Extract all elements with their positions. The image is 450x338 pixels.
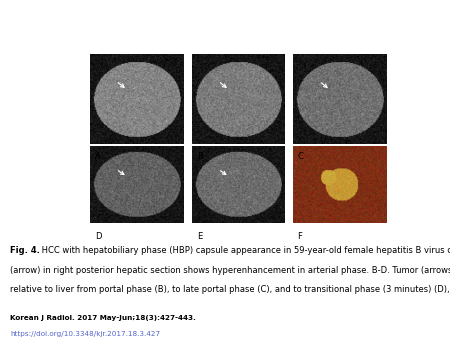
Text: relative to liver from portal phase (B), to late portal phase (C), and to transi: relative to liver from portal phase (B),…	[10, 285, 450, 294]
Text: HCC with hepatobiliary phase (HBP) capsule appearance in 59-year-old female hepa: HCC with hepatobiliary phase (HBP) capsu…	[39, 246, 450, 255]
Text: C: C	[297, 152, 303, 161]
Text: F: F	[297, 232, 302, 241]
Text: https://doi.org/10.3348/kjr.2017.18.3.427: https://doi.org/10.3348/kjr.2017.18.3.42…	[10, 331, 160, 337]
Text: D: D	[94, 232, 101, 241]
Text: Fig. 4.: Fig. 4.	[10, 246, 40, 255]
Text: A: A	[94, 152, 100, 161]
Text: B: B	[197, 152, 202, 161]
Text: (arrow) in right posterior hepatic section shows hyperenhancement in arterial ph: (arrow) in right posterior hepatic secti…	[10, 266, 450, 275]
Text: Korean J Radiol. 2017 May-Jun;18(3):427-443.: Korean J Radiol. 2017 May-Jun;18(3):427-…	[10, 315, 196, 321]
Text: E: E	[197, 232, 202, 241]
